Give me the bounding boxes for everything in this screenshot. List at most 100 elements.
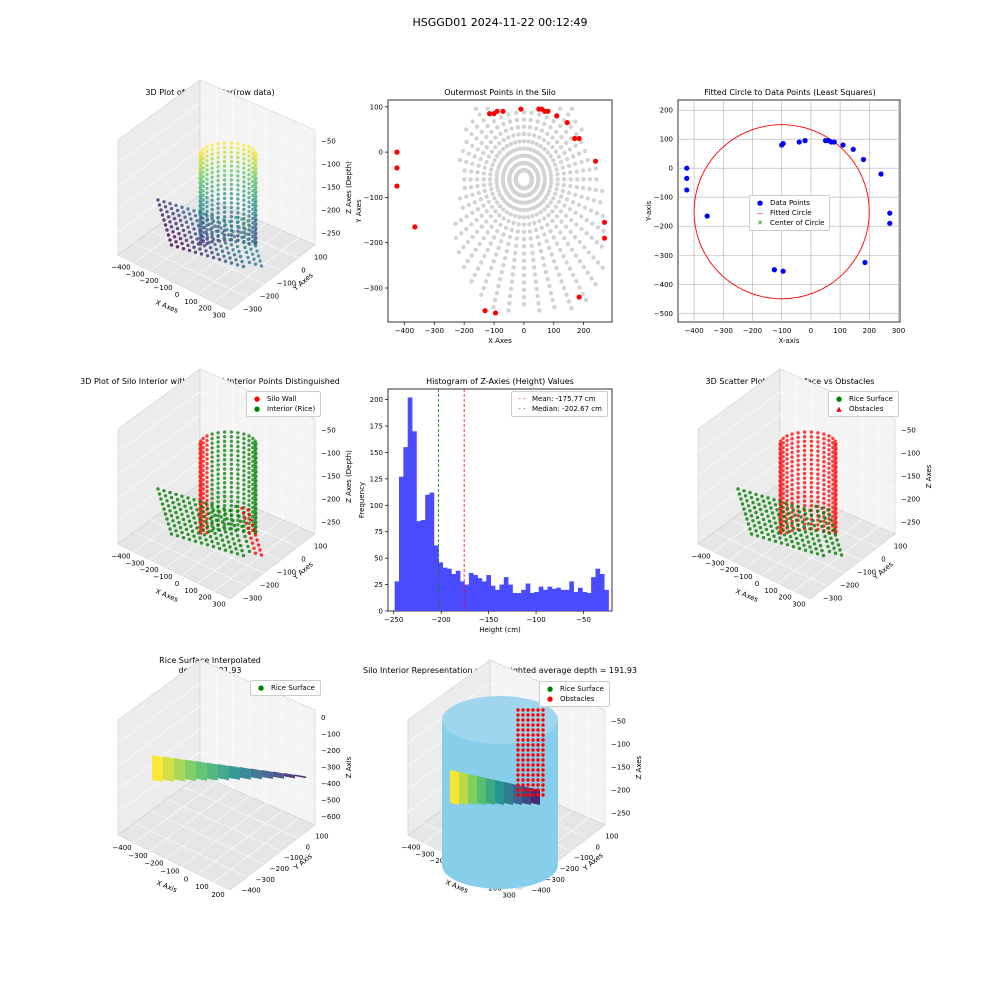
cloud-point [799,533,803,537]
obstacle-point [526,773,530,777]
cloud-point [201,193,205,198]
cloud-point [229,471,234,476]
cloud-point [192,227,196,231]
x-tick-label: 100 [547,327,560,335]
cloud-point [251,487,255,491]
cloud-point [779,444,783,448]
cloud-point [800,520,805,524]
cloud-point [251,482,255,487]
cloud-point [240,259,244,264]
cloud-point [751,500,755,505]
cloud-point [822,464,826,468]
cloud-point [243,245,247,250]
cloud-point [830,523,835,527]
cloud-point [159,208,163,212]
histogram-bar [394,581,400,611]
cloud-point [797,546,802,551]
gray-point [534,141,540,147]
obstacle-point [526,793,530,797]
cloud-point [216,206,220,210]
gray-point [558,145,564,150]
x-axis-label: X Axes [734,587,759,603]
obstacle-point [531,773,535,777]
cloud-point [251,478,255,482]
obstacle-point [541,748,545,752]
cloud-point [742,507,746,511]
cloud-point [802,504,807,508]
grid-line [199,102,316,154]
histogram-bar [416,521,422,611]
cloud-point [781,459,785,464]
grid-line [165,505,250,568]
cloud-point [232,234,237,239]
cloud-point [796,472,800,476]
cloud-point [253,168,257,173]
cloud-point [790,496,794,501]
cloud-point [827,457,831,461]
gray-point [513,243,519,248]
cloud-point [253,457,257,462]
y-tick-label: −300 [243,306,262,314]
gray-point [532,133,537,138]
histogram-bar [529,593,535,611]
histogram-bar [521,589,526,611]
cloud-point [827,471,831,475]
histogram-bar [399,476,404,611]
cloud-point [766,496,770,500]
grid-line [779,414,896,466]
obstacle-point [521,768,525,772]
cloud-point [201,166,205,170]
gray-point [577,259,583,264]
gray-point [540,255,545,261]
gray-point [481,183,487,188]
z-tick-label: −100 [321,731,340,739]
cloud-point [187,537,192,542]
p5-plot: −250 −200 −150 −100 −50025507510012515017520… [358,388,613,634]
gray-point [521,258,527,263]
grid-line [199,682,316,734]
outer-point [572,135,578,142]
gray-point [470,143,475,148]
gray-point [512,213,518,219]
cloud-point [210,166,214,170]
gray-point [569,247,575,252]
z-tick-label: −50 [321,138,336,146]
gray-point [556,272,562,277]
cloud-point [202,533,207,537]
cloud-point [199,155,203,159]
y-tick-label: 75 [374,528,383,536]
histogram-bar [433,545,439,611]
gray-point [462,168,467,173]
x-axis-label: X Axes [154,298,179,314]
cloud-point [240,506,244,510]
z-tick-label: −250 [901,519,920,527]
cloud-point [195,237,199,241]
cloud-point [808,508,812,513]
x-tick-label: −400 [111,552,130,560]
obstacle-point [521,763,525,767]
cloud-point [796,444,800,449]
cloud-point [208,227,213,232]
gray-point [561,236,567,241]
cloud-point [171,230,175,234]
cloud-point [781,473,785,477]
cloud-point [755,497,760,502]
cloud-point [737,492,742,496]
cloud-point [199,201,203,205]
gray-point [491,259,496,264]
gray-point [469,279,474,284]
outer-point [394,149,400,155]
cloud-point [216,197,220,201]
cloud-point [779,480,783,485]
obstacle-point [521,708,525,712]
gray-point [579,159,584,165]
cloud-point [246,255,250,260]
cloud-point [187,230,192,234]
gray-point [458,217,464,223]
gray-point [577,285,582,290]
cloud-point [809,476,814,480]
cloud-point [251,212,255,216]
cloud-point [222,210,227,214]
y-tick-label: −100 [654,194,673,202]
cloud-point [168,238,172,242]
